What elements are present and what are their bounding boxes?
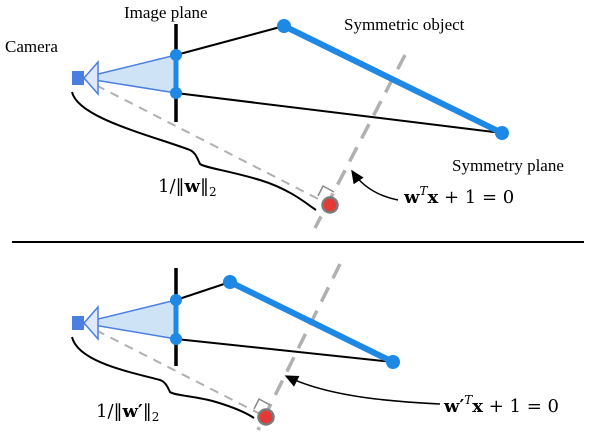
right-angle-marker-2: [253, 397, 271, 410]
distance-brace-2: [71, 336, 255, 419]
camera-frustum: [82, 55, 176, 93]
normal-guide-line: [81, 77, 331, 206]
normal-guide-line-2: [81, 322, 267, 418]
image-point-bottom: [170, 87, 182, 99]
image-plane-label: Image plane: [124, 3, 208, 22]
symmetric-object-label: Symmetric object: [344, 15, 465, 34]
symmetry-plane-line-2: [256, 263, 342, 431]
camera-frustum-2: [82, 300, 176, 339]
plane-equation-2: w′Tx + 1 = 0: [443, 393, 559, 417]
plane-pointer-arrow: [351, 169, 399, 201]
image-point-bottom-2: [170, 333, 182, 345]
right-angle-marker: [317, 184, 335, 197]
distance-label-2: 1/‖w′‖2: [96, 401, 159, 424]
object-point-top: [277, 19, 291, 33]
projection-ray-bottom: [175, 92, 503, 134]
top-panel: Camera Image plane Symmetric object Symm…: [5, 3, 564, 229]
projection-ray-bottom-2: [175, 338, 394, 363]
camera-icon-2: [72, 305, 99, 341]
image-point-top: [170, 49, 182, 61]
distance-label: 1/‖w‖2: [158, 176, 217, 199]
foot-point: [321, 196, 339, 214]
object-point-bottom-2: [386, 355, 400, 369]
camera-icon: [72, 60, 99, 96]
plane-equation: wTx + 1 = 0: [403, 184, 514, 208]
image-point-top-2: [170, 294, 182, 306]
symmetric-object-segment: [282, 23, 504, 136]
foot-point-2: [257, 408, 275, 426]
distance-brace: [71, 91, 317, 211]
projection-ray-top: [175, 25, 285, 56]
projection-ray-top-2: [175, 281, 231, 301]
bottom-panel: 1/‖w′‖2 w′Tx + 1 = 0: [71, 263, 559, 431]
plane-pointer-arrow-2: [284, 375, 441, 405]
symmetry-plane-label: Symmetry plane: [452, 156, 564, 175]
symmetric-object-segment-2: [228, 279, 395, 365]
object-point-bottom: [495, 126, 509, 140]
camera-label: Camera: [5, 37, 58, 56]
object-point-top-2: [223, 275, 237, 289]
